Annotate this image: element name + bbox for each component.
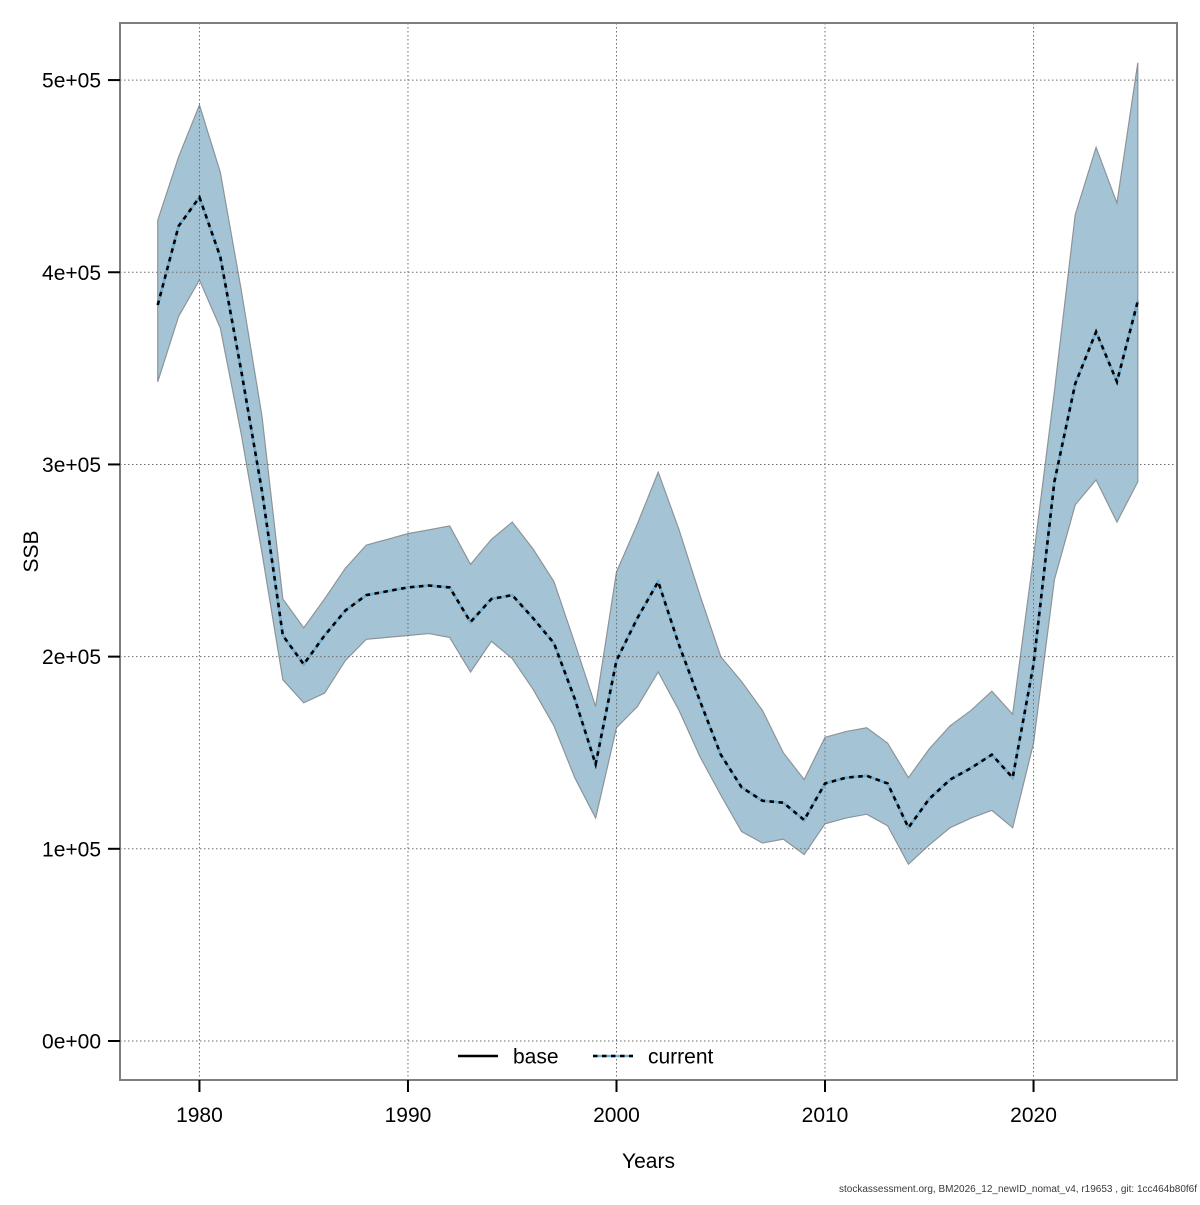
x-axis-tick-label: 2000 (593, 1104, 640, 1127)
y-axis-tick-label: 1e+05 (42, 838, 101, 861)
y-axis-tick-label: 4e+05 (42, 262, 101, 285)
x-axis-tick-label: 2020 (1010, 1104, 1057, 1127)
confidence-ribbon (157, 62, 1139, 866)
series-lines-layer (156, 194, 1140, 831)
gridlines-layer (120, 23, 1177, 1080)
x-axis-title: Years (622, 1150, 675, 1173)
x-axis-tick-label: 2010 (802, 1104, 849, 1127)
axis-ticks-layer (108, 79, 1035, 1092)
legend-current-label: current (648, 1046, 714, 1069)
current-line-dashes (156, 194, 1140, 831)
axis-tick-labels-layer: 1980 1990 2000 2010 2020 0e+00 1e+05 2e+05 3e+05… (42, 70, 1057, 1127)
plot-frame (119, 22, 1178, 1081)
legend-base-label: base (513, 1046, 559, 1069)
footer-text: stockassessment.org, BM2026_12_newID_nom… (839, 1184, 1197, 1195)
y-axis-title: SSB (20, 530, 43, 572)
y-axis-tick-label: 2e+05 (42, 646, 101, 669)
x-axis-tick-label: 1980 (176, 1104, 223, 1127)
y-axis-tick-label: 5e+05 (42, 70, 101, 93)
confidence-ribbon-layer (157, 62, 1139, 866)
x-axis-tick-label: 1990 (385, 1104, 432, 1127)
legend: base current (458, 1046, 714, 1069)
y-axis-tick-label: 3e+05 (42, 454, 101, 477)
y-axis-tick-label: 0e+00 (42, 1030, 101, 1053)
